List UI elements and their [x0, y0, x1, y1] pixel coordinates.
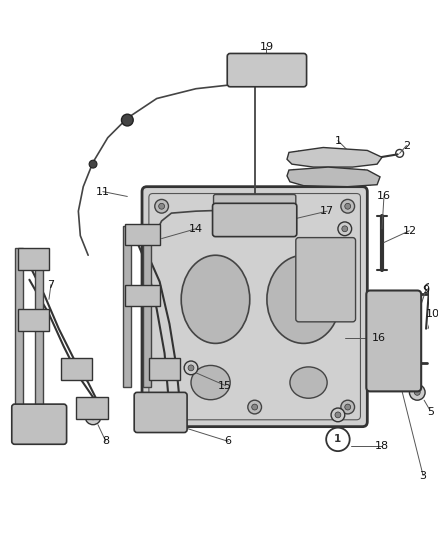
Polygon shape: [287, 148, 382, 167]
Circle shape: [159, 404, 165, 410]
Bar: [61, 358, 92, 379]
Circle shape: [155, 400, 169, 414]
Bar: [143, 233, 151, 387]
Text: 5: 5: [427, 407, 434, 417]
Circle shape: [414, 390, 420, 395]
FancyBboxPatch shape: [212, 203, 297, 237]
FancyBboxPatch shape: [227, 53, 307, 87]
Circle shape: [335, 412, 341, 418]
Circle shape: [410, 384, 425, 400]
Bar: [15, 248, 22, 420]
Text: 11: 11: [96, 187, 110, 197]
Circle shape: [184, 361, 198, 375]
Text: 9: 9: [423, 285, 430, 295]
Circle shape: [248, 400, 261, 414]
Bar: [124, 226, 131, 387]
Text: 16: 16: [372, 334, 386, 343]
Ellipse shape: [181, 255, 250, 343]
Text: 14: 14: [189, 224, 203, 234]
FancyBboxPatch shape: [296, 238, 356, 322]
Circle shape: [345, 404, 351, 410]
FancyBboxPatch shape: [214, 195, 296, 228]
Text: 19: 19: [259, 42, 273, 52]
Circle shape: [345, 203, 351, 209]
Text: 18: 18: [375, 441, 389, 451]
FancyBboxPatch shape: [134, 392, 187, 432]
Text: 1: 1: [334, 434, 342, 445]
Circle shape: [390, 294, 399, 304]
Circle shape: [298, 71, 304, 77]
Bar: [152, 397, 183, 419]
Text: 6: 6: [225, 437, 232, 446]
Ellipse shape: [267, 255, 340, 343]
Text: 15: 15: [218, 381, 232, 391]
Circle shape: [89, 160, 97, 168]
FancyBboxPatch shape: [12, 404, 67, 445]
Circle shape: [121, 114, 133, 126]
Text: 12: 12: [403, 226, 417, 236]
Circle shape: [338, 222, 352, 236]
Text: 1: 1: [335, 135, 342, 146]
Ellipse shape: [290, 367, 327, 398]
Text: 2: 2: [403, 141, 410, 150]
Bar: [149, 358, 180, 379]
Text: 7: 7: [47, 280, 54, 289]
Circle shape: [85, 409, 101, 425]
Circle shape: [331, 408, 345, 422]
Bar: [35, 255, 43, 417]
Bar: [18, 309, 49, 330]
Circle shape: [341, 199, 355, 213]
Circle shape: [155, 199, 169, 213]
Circle shape: [341, 400, 355, 414]
Ellipse shape: [153, 405, 169, 421]
Ellipse shape: [30, 416, 48, 433]
Bar: [125, 224, 160, 245]
Text: 10: 10: [426, 309, 438, 319]
FancyBboxPatch shape: [142, 187, 367, 426]
Polygon shape: [287, 167, 380, 187]
Text: 17: 17: [320, 206, 334, 216]
FancyBboxPatch shape: [366, 290, 421, 391]
Ellipse shape: [191, 366, 230, 400]
Circle shape: [342, 226, 348, 232]
Text: 8: 8: [102, 437, 110, 446]
Bar: [76, 397, 108, 419]
Bar: [125, 285, 160, 306]
Circle shape: [390, 378, 399, 387]
Text: 16: 16: [377, 191, 391, 201]
Circle shape: [159, 203, 165, 209]
Circle shape: [252, 404, 258, 410]
Circle shape: [90, 414, 96, 420]
Bar: [18, 248, 49, 270]
Text: 3: 3: [420, 471, 427, 481]
Circle shape: [188, 365, 194, 371]
Circle shape: [298, 61, 304, 67]
Circle shape: [326, 427, 350, 451]
